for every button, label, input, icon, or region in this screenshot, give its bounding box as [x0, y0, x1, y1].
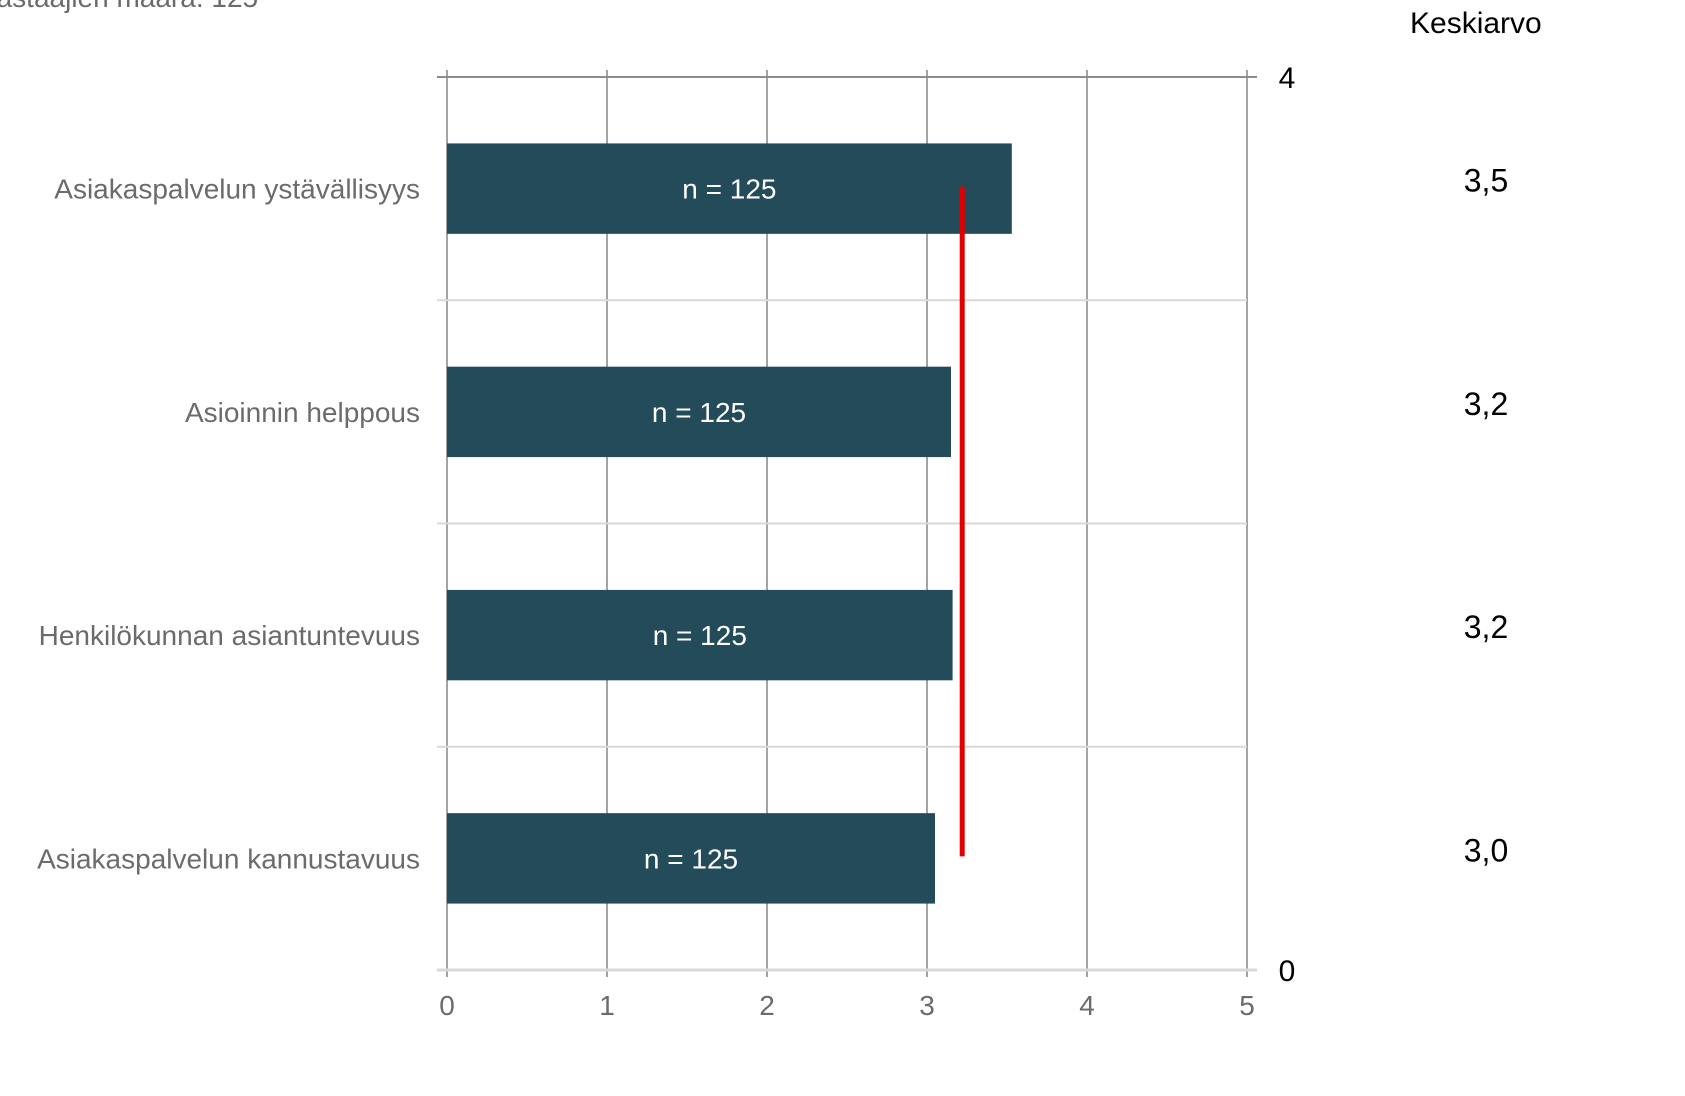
x-tick-label: 4	[1079, 990, 1095, 1021]
bar-label: n = 125	[653, 620, 747, 651]
bar	[447, 143, 1012, 234]
x-tick-label: 1	[599, 990, 615, 1021]
right-axis-tick: 4	[1279, 62, 1296, 95]
bar	[447, 589, 953, 681]
x-tick-label: 5	[1239, 990, 1255, 1021]
x-tick-label: 3	[919, 990, 935, 1021]
x-tick-label: 0	[439, 990, 455, 1021]
category-label: Asiakaspalvelun ystävällisyys	[54, 174, 420, 205]
mean-value: 3,0	[1464, 832, 1508, 868]
bar	[447, 366, 951, 458]
bar	[447, 813, 935, 904]
x-tick-label: 2	[759, 990, 775, 1021]
category-label: Henkilökunnan asiantuntevuus	[39, 620, 420, 651]
bar-label: n = 125	[682, 174, 776, 205]
mean-value: 3,5	[1464, 163, 1508, 199]
bar-label: n = 125	[652, 397, 746, 428]
mean-value: 3,2	[1464, 609, 1508, 645]
mean-value: 3,2	[1464, 386, 1508, 422]
bar-label: n = 125	[644, 843, 738, 874]
category-label: Asioinnin helppous	[185, 397, 420, 428]
respondent-count-note: Vastaajien määrä: 125	[0, 0, 258, 14]
mean-column-title: Keskiarvo	[1410, 7, 1542, 40]
category-label: Asiakaspalvelun kannustavuus	[37, 843, 420, 874]
right-axis-tick: 0	[1279, 955, 1296, 988]
